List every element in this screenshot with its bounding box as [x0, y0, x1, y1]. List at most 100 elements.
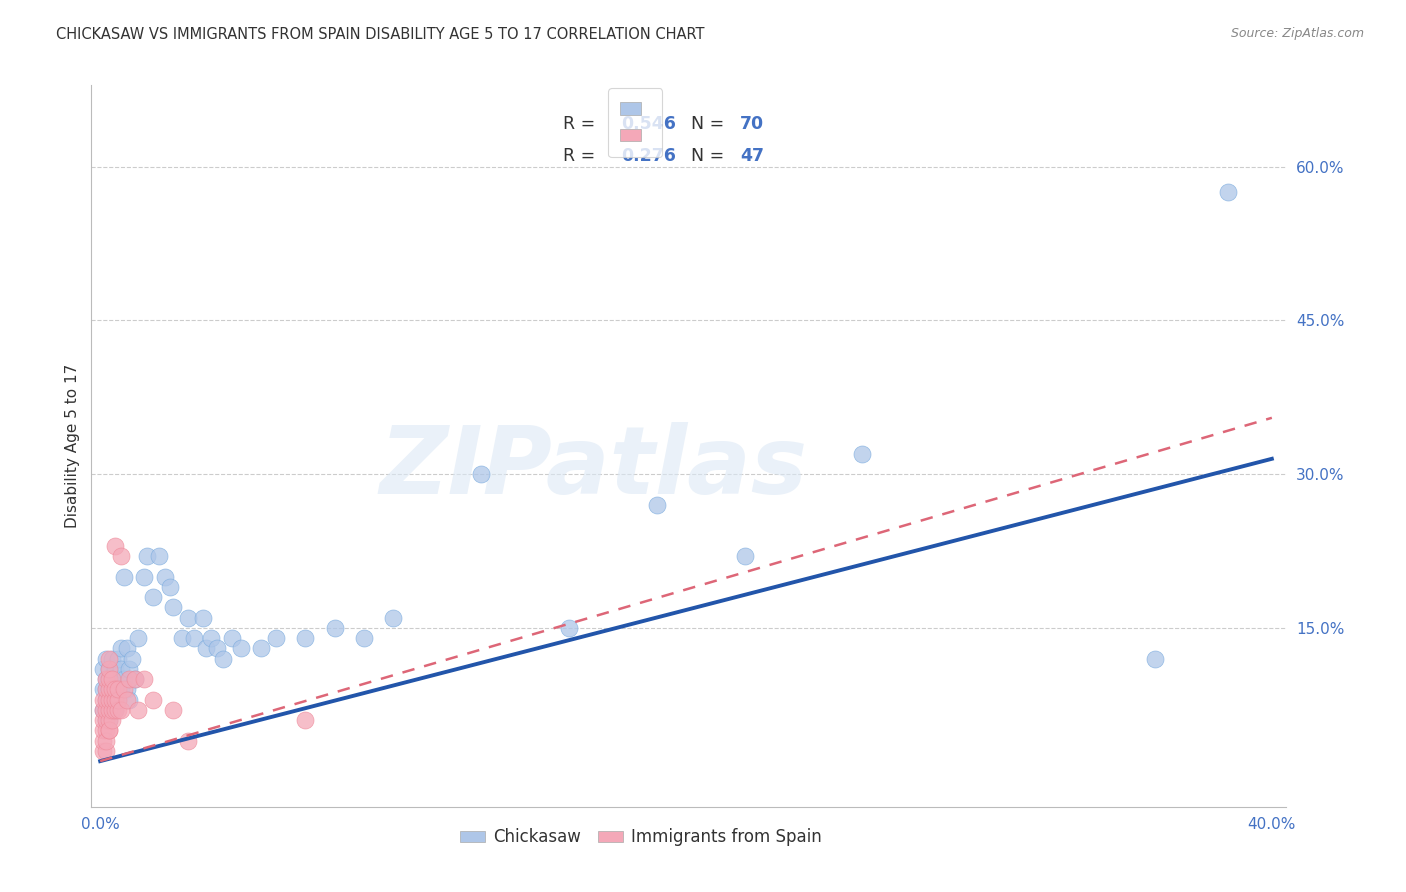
Point — [101, 682, 124, 697]
Point — [212, 651, 235, 665]
Point — [101, 692, 124, 706]
Point — [107, 692, 129, 706]
Point — [101, 703, 124, 717]
Point — [645, 498, 668, 512]
Point — [127, 703, 149, 717]
Point — [98, 703, 120, 717]
Point — [101, 651, 124, 665]
Point — [159, 580, 181, 594]
Point — [94, 672, 117, 686]
Point — [101, 672, 124, 686]
Point — [91, 723, 114, 738]
Point — [91, 703, 114, 717]
Point — [194, 641, 217, 656]
Point — [142, 590, 165, 604]
Point — [229, 641, 252, 656]
Point — [98, 692, 120, 706]
Point — [382, 610, 405, 624]
Point — [104, 672, 127, 686]
Point — [136, 549, 159, 564]
Point — [104, 692, 127, 706]
Text: 0.276: 0.276 — [621, 146, 676, 164]
Point — [98, 703, 120, 717]
Text: R =: R = — [564, 146, 602, 164]
Point — [98, 723, 120, 738]
Text: ZIPatlas: ZIPatlas — [380, 422, 807, 514]
Point — [91, 682, 114, 697]
Point — [112, 682, 135, 697]
Point — [107, 692, 129, 706]
Point — [1216, 186, 1239, 200]
Point — [110, 682, 132, 697]
Point — [115, 641, 138, 656]
Point — [94, 672, 117, 686]
Point — [98, 662, 120, 676]
Point — [110, 549, 132, 564]
Point — [132, 672, 155, 686]
Point — [124, 672, 146, 686]
Point — [98, 713, 120, 727]
Point — [183, 631, 205, 645]
Point — [110, 662, 132, 676]
Point — [94, 723, 117, 738]
Point — [94, 692, 117, 706]
Point — [91, 733, 114, 747]
Point — [132, 569, 155, 583]
Point — [104, 682, 127, 697]
Point — [107, 703, 129, 717]
Point — [94, 682, 117, 697]
Point — [177, 610, 200, 624]
Point — [127, 631, 149, 645]
Point — [91, 692, 114, 706]
Point — [98, 692, 120, 706]
Point — [148, 549, 170, 564]
Text: Source: ZipAtlas.com: Source: ZipAtlas.com — [1230, 27, 1364, 40]
Text: N =: N = — [692, 115, 730, 134]
Point — [207, 641, 229, 656]
Text: N =: N = — [692, 146, 730, 164]
Point — [98, 713, 120, 727]
Point — [177, 733, 200, 747]
Point — [104, 703, 127, 717]
Point — [94, 744, 117, 758]
Point — [98, 651, 120, 665]
Point — [91, 713, 114, 727]
Point — [98, 672, 120, 686]
Point — [112, 569, 135, 583]
Point — [94, 682, 117, 697]
Point — [101, 672, 124, 686]
Point — [250, 641, 273, 656]
Point — [221, 631, 243, 645]
Point — [94, 713, 117, 727]
Point — [104, 703, 127, 717]
Point — [118, 692, 141, 706]
Point — [200, 631, 222, 645]
Point — [107, 651, 129, 665]
Point — [323, 621, 346, 635]
Point — [101, 703, 124, 717]
Point — [264, 631, 287, 645]
Point — [98, 682, 120, 697]
Point — [94, 733, 117, 747]
Y-axis label: Disability Age 5 to 17: Disability Age 5 to 17 — [65, 364, 80, 528]
Point — [94, 692, 117, 706]
Point — [91, 703, 114, 717]
Point — [162, 600, 184, 615]
Text: 70: 70 — [741, 115, 765, 134]
Text: CHICKASAW VS IMMIGRANTS FROM SPAIN DISABILITY AGE 5 TO 17 CORRELATION CHART: CHICKASAW VS IMMIGRANTS FROM SPAIN DISAB… — [56, 27, 704, 42]
Point — [94, 713, 117, 727]
Legend: Chickasaw, Immigrants from Spain: Chickasaw, Immigrants from Spain — [454, 822, 828, 853]
Point — [104, 692, 127, 706]
Point — [98, 662, 120, 676]
Point — [124, 672, 146, 686]
Point — [98, 723, 120, 738]
Point — [162, 703, 184, 717]
Point — [851, 447, 873, 461]
Point — [104, 662, 127, 676]
Point — [118, 672, 141, 686]
Point — [101, 713, 124, 727]
Point — [107, 672, 129, 686]
Point — [104, 682, 127, 697]
Point — [294, 631, 316, 645]
Point — [172, 631, 194, 645]
